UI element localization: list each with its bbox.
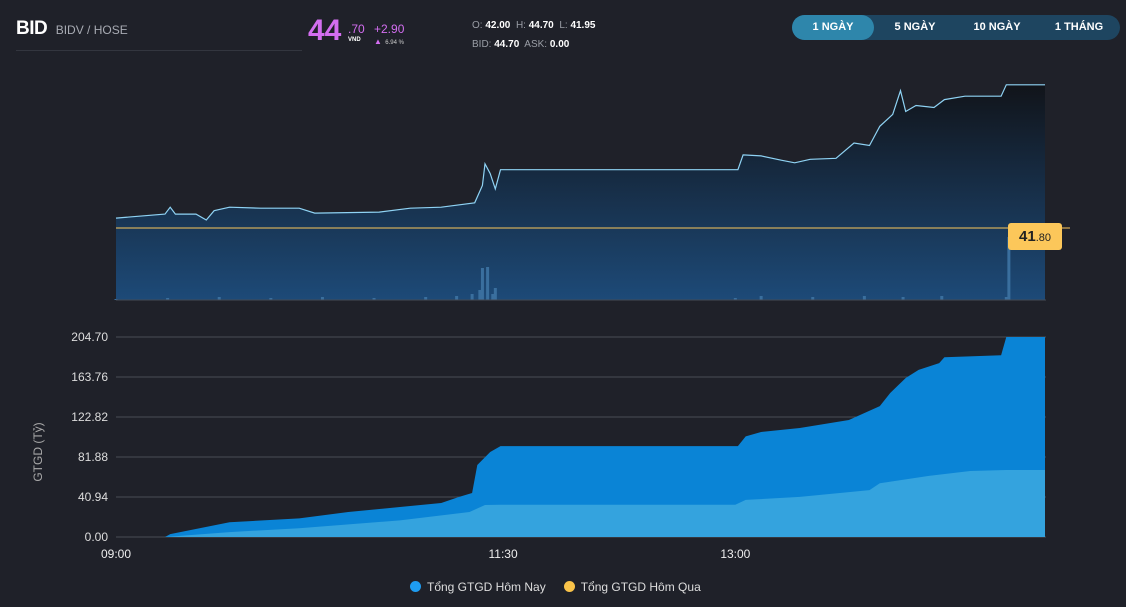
volume-bar	[733, 298, 737, 300]
today-area	[116, 337, 1045, 537]
volume-bar	[1004, 297, 1008, 300]
change-percent-row: ▲ 6.94 %	[374, 37, 404, 46]
change-percent: 6.94 %	[385, 40, 404, 46]
tab-1-day[interactable]: 1 NGÀY	[792, 15, 874, 40]
volume-bar	[1007, 237, 1011, 300]
symbol-header: BID BIDV / HOSE	[16, 18, 302, 51]
legend-yesterday[interactable]: Tổng GTGD Hôm Qua	[563, 580, 701, 594]
price-change: +2.90	[374, 22, 405, 36]
tab-10-days[interactable]: 10 NGÀY	[973, 21, 1021, 33]
y-tick-label: 122.82	[71, 410, 108, 424]
tab-1-month[interactable]: 1 THÁNG	[1054, 21, 1104, 33]
volume-bar	[811, 297, 815, 300]
volume-bar	[862, 296, 866, 300]
open: 42.00	[485, 20, 511, 31]
price-chart	[114, 84, 1070, 301]
volume-bar	[217, 297, 221, 300]
volume-bar	[493, 288, 497, 300]
volume-bar	[455, 296, 459, 300]
ref-price-tag: 41.80	[1008, 223, 1062, 250]
x-tick-label: 13:00	[720, 547, 750, 561]
yesterday-area	[116, 470, 1045, 537]
volume-bar	[372, 298, 376, 300]
low: 41.95	[570, 20, 596, 31]
volume-bar	[491, 294, 495, 300]
volume-bar	[759, 296, 763, 300]
volume-bar	[486, 267, 490, 300]
volume-bar	[480, 268, 484, 300]
value-chart: 204.70 163.76 122.82 81.88 40.94 0.00 09:00 11:…	[71, 330, 1046, 561]
volume-bar	[901, 297, 905, 300]
volume-bar	[269, 298, 273, 300]
volume-bar	[424, 297, 428, 300]
volume-bar	[478, 290, 482, 300]
currency: VND	[348, 37, 361, 43]
price-line	[115, 84, 1045, 221]
x-tick-label: 11:30	[489, 547, 518, 561]
symbol: BID	[16, 18, 48, 39]
high: 44.70	[528, 20, 554, 31]
y-tick-label: 0.00	[85, 530, 109, 544]
price-int: 44	[308, 14, 342, 47]
y-axis-label: GTGD (Tỷ)	[31, 422, 45, 481]
y-tick-label: 40.94	[78, 490, 108, 504]
exchange: BIDV / HOSE	[55, 23, 128, 37]
volume-bar	[166, 298, 170, 300]
volume-bar	[320, 297, 324, 300]
ask: 0.00	[549, 39, 570, 50]
legend: Tổng GTGD Hôm Nay Tổng GTGD Hôm Qua	[410, 580, 701, 594]
volume-bar	[470, 294, 474, 300]
y-tick-label: 81.88	[78, 450, 108, 464]
price-area	[116, 84, 1045, 300]
y-tick-label: 163.76	[71, 370, 108, 384]
y-tick-label: 204.70	[71, 330, 108, 344]
volume-bar	[940, 296, 944, 300]
price-dec: .70	[348, 22, 365, 36]
up-arrow-icon: ▲	[374, 37, 382, 46]
tab-5-days[interactable]: 5 NGÀY	[894, 21, 936, 33]
ohlc-info: O: 42.00 H: 44.70 L: 41.95 BID: 44.70 AS…	[472, 20, 596, 50]
x-tick-label: 09:00	[101, 547, 131, 561]
period-tabs: 1 NGÀY 5 NGÀY 10 NGÀY 1 THÁNG	[792, 15, 1120, 40]
bid: 44.70	[494, 39, 520, 50]
legend-today[interactable]: Tổng GTGD Hôm Nay	[410, 580, 546, 594]
